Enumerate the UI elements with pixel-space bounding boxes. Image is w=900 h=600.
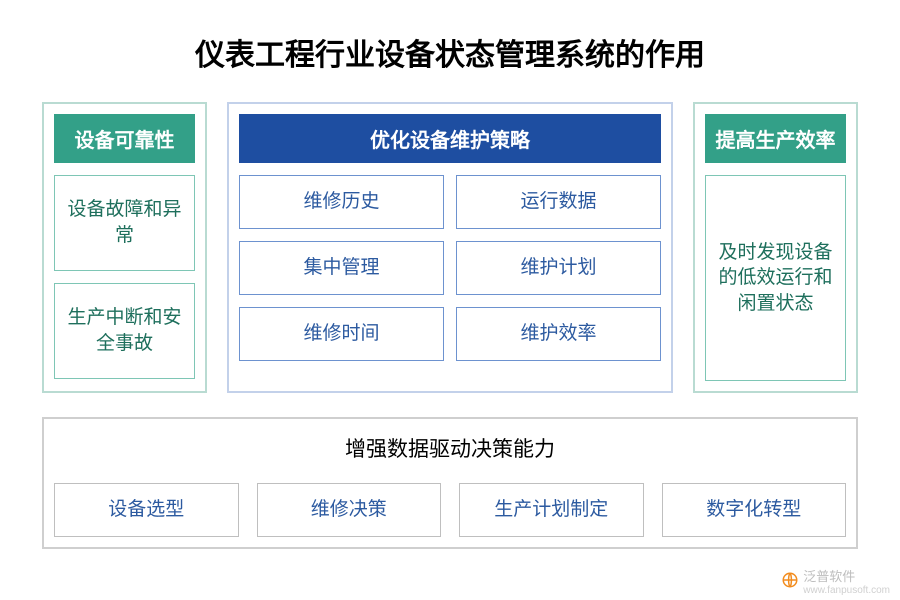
maintenance-item-2: 集中管理 — [239, 241, 444, 295]
efficiency-item-0: 及时发现设备的低效运行和闲置状态 — [705, 175, 846, 381]
maintenance-grid: 维修历史 运行数据 集中管理 维护计划 维修时间 维护效率 — [239, 175, 661, 361]
globe-icon — [781, 571, 799, 592]
reliability-item-0: 设备故障和异常 — [54, 175, 195, 271]
panel-data-driven: 增强数据驱动决策能力 设备选型 维修决策 生产计划制定 数字化转型 — [42, 417, 858, 549]
watermark-url: www.fanpusoft.com — [803, 585, 890, 596]
maintenance-item-4: 维修时间 — [239, 307, 444, 361]
maintenance-item-0: 维修历史 — [239, 175, 444, 229]
reliability-item-1: 生产中断和安全事故 — [54, 283, 195, 379]
top-row: 设备可靠性 设备故障和异常 生产中断和安全事故 优化设备维护策略 维修历史 运行… — [42, 102, 858, 393]
panel-data-driven-header: 增强数据驱动决策能力 — [54, 429, 846, 471]
panel-reliability-header: 设备可靠性 — [54, 114, 195, 163]
data-driven-item-2: 生产计划制定 — [459, 483, 644, 537]
maintenance-item-1: 运行数据 — [456, 175, 661, 229]
maintenance-item-3: 维护计划 — [456, 241, 661, 295]
panel-reliability: 设备可靠性 设备故障和异常 生产中断和安全事故 — [42, 102, 207, 393]
watermark: 泛普软件 www.fanpusoft.com — [781, 566, 890, 596]
panel-maintenance: 优化设备维护策略 维修历史 运行数据 集中管理 维护计划 维修时间 维护效率 — [227, 102, 673, 393]
data-driven-item-0: 设备选型 — [54, 483, 239, 537]
data-driven-item-3: 数字化转型 — [662, 483, 847, 537]
maintenance-item-5: 维护效率 — [456, 307, 661, 361]
panel-maintenance-header: 优化设备维护策略 — [239, 114, 661, 163]
panel-efficiency: 提高生产效率 及时发现设备的低效运行和闲置状态 — [693, 102, 858, 393]
data-driven-grid: 设备选型 维修决策 生产计划制定 数字化转型 — [54, 483, 846, 537]
diagram-canvas: 仪表工程行业设备状态管理系统的作用 设备可靠性 设备故障和异常 生产中断和安全事… — [0, 0, 900, 600]
panel-efficiency-header: 提高生产效率 — [705, 114, 846, 163]
watermark-brand: 泛普软件 — [803, 569, 855, 584]
data-driven-item-1: 维修决策 — [257, 483, 442, 537]
page-title: 仪表工程行业设备状态管理系统的作用 — [42, 30, 858, 74]
